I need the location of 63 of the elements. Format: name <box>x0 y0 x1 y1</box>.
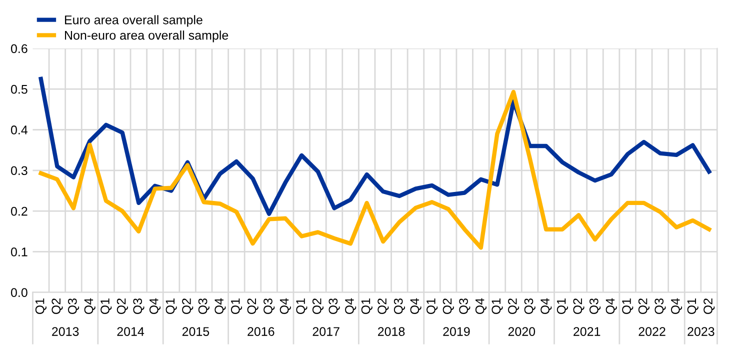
x-tick-label: Q3 <box>589 298 601 314</box>
x-tick-label: Q4 <box>475 298 486 314</box>
x-tick-label: Q2 <box>182 298 194 314</box>
text: 2017 <box>312 327 340 336</box>
x-tick-label: Q1 <box>230 298 242 314</box>
x-tick-label: Q3 <box>459 298 470 314</box>
x-tick-label: Q3 <box>394 298 406 314</box>
y-tick-label: 0.6 <box>10 44 28 54</box>
text: 2023 <box>688 327 714 336</box>
x-tick-label: Q4 <box>410 298 422 314</box>
x-tick-label: Q4 <box>280 298 291 314</box>
x-tick-label: Q4 <box>214 298 226 314</box>
y-tick-label: 0.3 <box>10 166 28 176</box>
x-tick-label: Q1 <box>687 298 698 314</box>
x-tick-label: Q3 <box>68 298 80 314</box>
x-tick-label: Q2 <box>312 298 324 314</box>
x-tick-label: Q1 <box>492 298 503 314</box>
text: 2019 <box>443 327 470 336</box>
x-tick-label: Q3 <box>328 298 340 314</box>
y-tick-label: 0.2 <box>10 206 28 216</box>
x-tick-label: Q1 <box>556 298 568 314</box>
x-tick-label: Q4 <box>540 298 552 314</box>
text: 2020 <box>508 327 536 336</box>
x-tick-label: Q3 <box>133 298 144 314</box>
y-tick-label: 0.1 <box>10 248 28 256</box>
x-tick-label: Q2 <box>508 298 520 314</box>
x-tick-label: Q2 <box>116 298 128 314</box>
text: 2021 <box>574 327 600 336</box>
x-tick-label: Q4 <box>670 298 682 314</box>
x-tick-label: Q2 <box>378 298 389 314</box>
x-tick-label: Q1 <box>622 298 634 314</box>
x-tick-label: Q4 <box>345 298 356 314</box>
x-tick-label: Q3 <box>654 298 666 314</box>
y-tick-label: 0.0 <box>10 288 28 298</box>
y-tick-label: 0.5 <box>10 84 28 94</box>
x-tick-label: Q1 <box>426 298 438 314</box>
x-tick-label: Q1 <box>100 298 112 314</box>
text: 2016 <box>248 327 274 336</box>
x-tick-label: Q2 <box>247 298 258 314</box>
x-tick-label: Q2 <box>704 298 715 314</box>
text: 2014 <box>117 327 144 336</box>
x-tick-label: Q3 <box>524 298 536 314</box>
x-tick-label: Q1 <box>166 298 177 314</box>
text: 2015 <box>182 327 210 336</box>
x-tick-label: Q4 <box>84 298 96 314</box>
x-tick-label: Q2 <box>573 298 584 314</box>
x-tick-label: Q2 <box>638 298 650 314</box>
x-tick-label: Q3 <box>264 298 275 314</box>
text: 2013 <box>52 327 79 336</box>
x-tick-label: Q3 <box>198 298 210 314</box>
x-tick-label: Q1 <box>35 298 46 314</box>
x-tick-label: Q4 <box>149 298 161 314</box>
text: 2022 <box>638 327 666 336</box>
x-tick-label: Q4 <box>606 298 617 314</box>
y-tick-label: 0.4 <box>10 126 28 134</box>
x-tick-label: Q2 <box>52 298 63 314</box>
x-tick-label: Q2 <box>442 298 454 314</box>
legend-label: Non-euro area overall sample <box>65 30 228 42</box>
legend-label: Euro area overall sample <box>65 15 202 27</box>
line-series <box>38 90 712 250</box>
x-tick-label: Q1 <box>361 298 372 314</box>
x-tick-label: Q1 <box>296 298 308 314</box>
text: 2018 <box>378 327 405 336</box>
